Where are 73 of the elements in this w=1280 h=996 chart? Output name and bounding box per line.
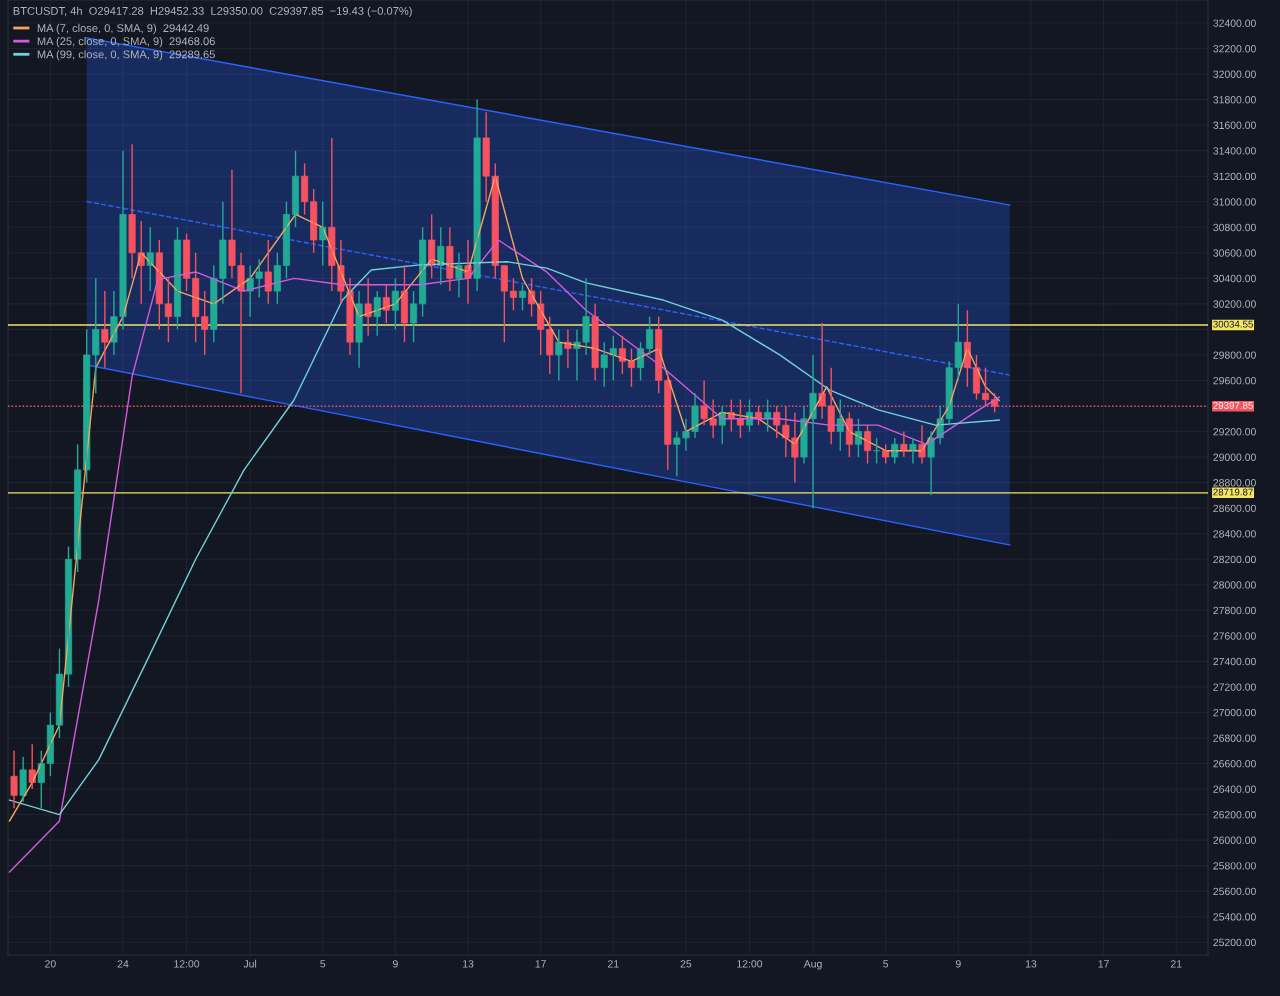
candlestick [518,284,527,311]
y-tick-label: 31400.00 [1213,147,1256,155]
x-tick-label: 13 [463,960,474,968]
x-tick-label: 24 [117,960,129,968]
x-tick-label: 17 [535,960,546,968]
candlestick [37,750,45,809]
candlestick [546,315,554,375]
y-tick-label: 26000.00 [1213,836,1256,844]
y-tick-label: 25800.00 [1213,862,1256,870]
candlestick [310,188,318,254]
x-tick-label: 25 [680,960,692,968]
x-tick-label: Aug [803,960,822,970]
y-tick-label: 30600.00 [1213,249,1256,257]
y-tick-label: 29000.00 [1213,453,1256,461]
y-tick-label: 26600.00 [1213,759,1256,768]
y-tick-label: 29200.00 [1213,428,1256,436]
x-tick-label: 17 [1098,960,1109,968]
candlestick [28,743,36,790]
candlestick [382,284,390,324]
x-tick-label: Jul [243,959,257,968]
candlestick [373,290,381,337]
y-tick-label: 25200.00 [1213,938,1256,947]
candlestick [428,213,436,280]
candlestick [891,437,899,465]
x-tick-label: 9 [392,960,398,968]
y-tick-label: 28000.00 [1213,581,1256,589]
y-tick-label: 31800.00 [1213,96,1256,104]
y-tick-label: 26200.00 [1213,811,1256,819]
ref-line-label: 28719.87 [1213,488,1253,496]
y-tick-label: 29600.00 [1213,376,1256,385]
y-tick-label: 32200.00 [1213,45,1256,53]
y-tick-label: 31000.00 [1213,198,1256,206]
candlestick [509,277,517,311]
y-tick-label: 32000.00 [1213,70,1256,78]
y-tick-label: 30400.00 [1213,274,1256,283]
candlestick [882,443,890,465]
ref-line-label: 29397.85 [1213,402,1253,409]
y-tick-label: 30200.00 [1213,300,1256,308]
x-tick-label: 20 [45,960,56,968]
y-tick-label: 28200.00 [1213,555,1256,564]
y-tick-label: 30800.00 [1213,223,1256,232]
y-tick-label: 26400.00 [1213,785,1256,793]
x-tick-label: 12:00 [174,960,200,968]
y-tick-label: 27200.00 [1213,683,1256,691]
x-tick-label: 12:00 [737,960,763,968]
x-tick-label: 13 [1025,960,1037,968]
y-tick-label: 27600.00 [1213,632,1256,640]
y-tick-label: 28400.00 [1213,530,1256,538]
y-tick-label: 27000.00 [1213,708,1256,717]
y-tick-label: 31200.00 [1213,172,1256,181]
y-tick-label: 26800.00 [1213,734,1256,742]
candlestick [410,290,418,343]
candlestick [201,290,209,356]
legend-label: MA (7, close, 0, SMA, 9) 29442.49 [37,23,209,35]
x-tick-label: 21 [1170,960,1182,968]
y-tick-label: 25600.00 [1213,887,1256,896]
x-tick-label: 5 [320,960,326,968]
y-tick-label: 29800.00 [1213,351,1256,359]
y-tick-label: 27800.00 [1213,606,1256,615]
y-tick-label: 28800.00 [1213,479,1256,487]
candlestick [155,239,163,331]
x-tick-label: 9 [955,960,961,968]
x-tick-label: 21 [608,960,619,968]
y-tick-label: 25400.00 [1213,913,1256,921]
y-tick-label: 31600.00 [1213,121,1256,129]
candlestick [264,239,272,305]
y-tick-label: 27400.00 [1213,657,1256,666]
y-tick-label: 32400.00 [1213,19,1256,27]
ref-line-label: 30034.55 [1213,320,1253,328]
text: BTCUSDT, 4h O29417.28 H29452.33 L29350.00 C29397.85 −19.43 (−0.07%) [13,6,412,18]
candlestick [146,226,154,292]
y-tick-label: 28600.00 [1213,504,1256,513]
x-tick-label: 5 [883,960,889,968]
